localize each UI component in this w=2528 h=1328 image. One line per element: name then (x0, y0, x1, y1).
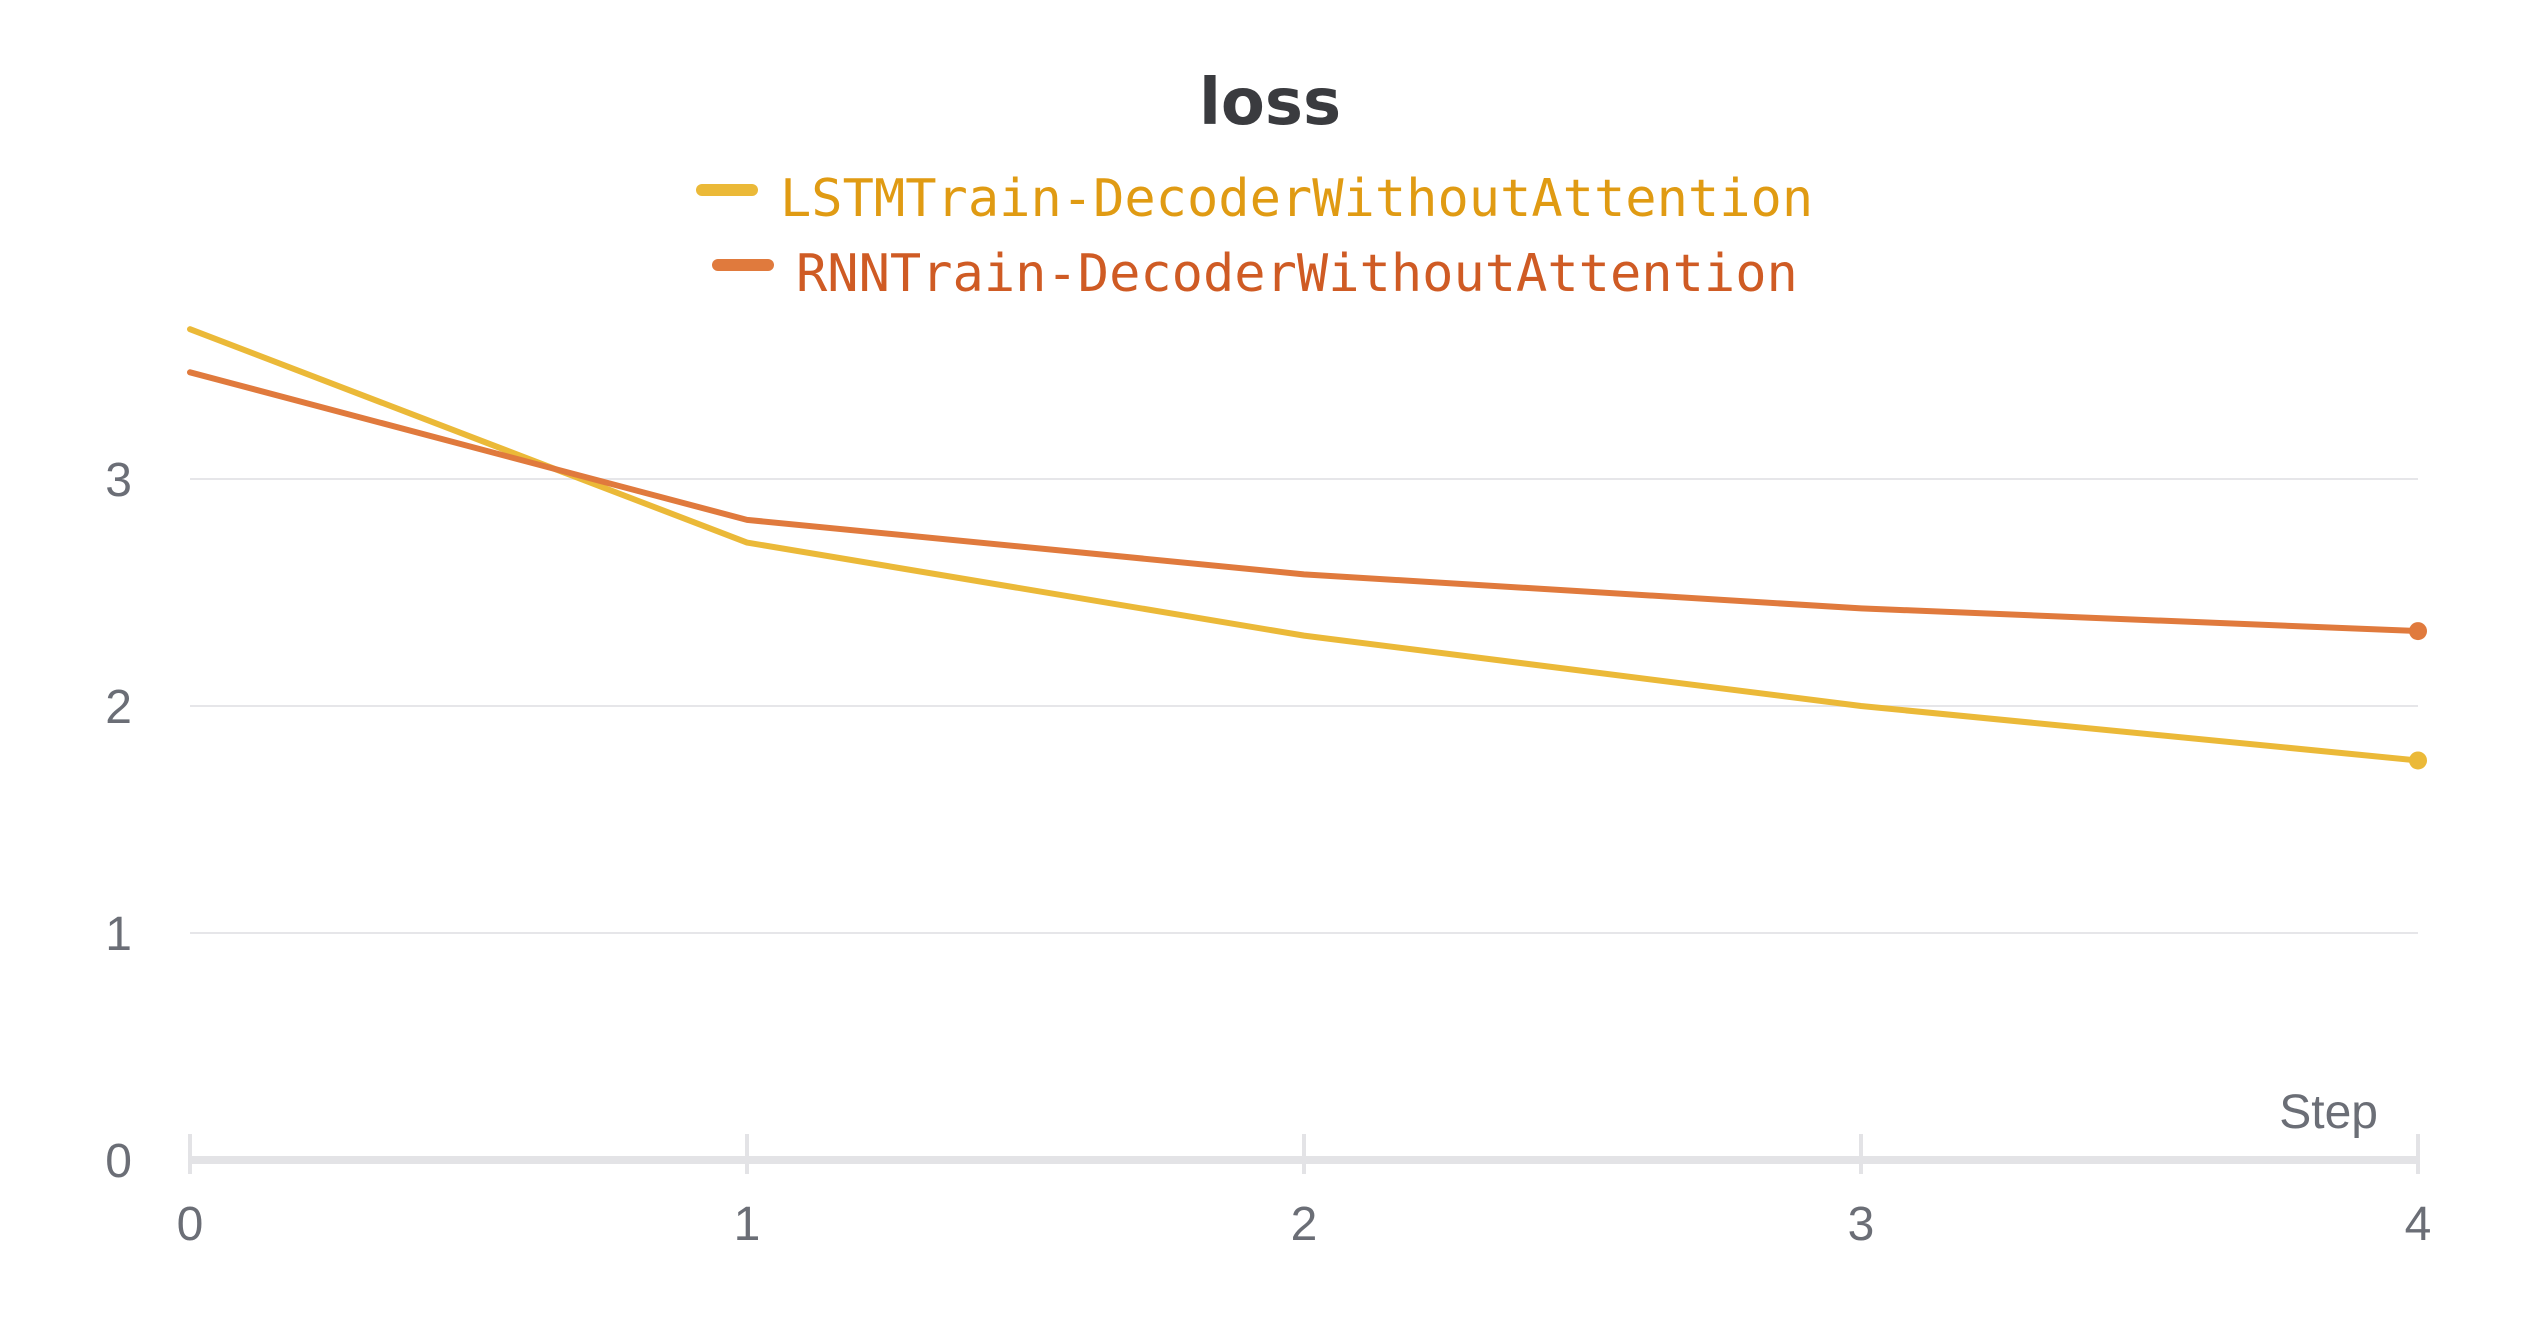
legend-label-lstm: LSTMTrain-DecoderWithoutAttention (780, 169, 1813, 229)
x-tick-label-1: 1 (734, 1198, 761, 1251)
x-tick-label-3: 3 (1848, 1198, 1875, 1251)
y-tick-label-1: 1 (105, 908, 132, 961)
series-line-0[interactable] (187, 326, 2421, 764)
x-tick-label-0: 0 (177, 1198, 204, 1251)
series-group (187, 326, 2427, 770)
series-line-1[interactable] (187, 369, 2421, 635)
y-tick-label-3: 3 (105, 454, 132, 507)
chart-title: loss (1199, 66, 1341, 140)
x-tick-label-2: 2 (1291, 1198, 1318, 1251)
legend-item-lstm[interactable]: LSTMTrain-DecoderWithoutAttention (696, 169, 1813, 229)
grid (190, 478, 2418, 934)
legend-label-rnn: RNNTrain-DecoderWithoutAttention (796, 244, 1798, 304)
series-end-point-1[interactable] (2409, 622, 2427, 641)
x-axis-title: Step (2279, 1086, 2378, 1139)
x-axis (188, 1134, 2420, 1174)
x-tick-label-4: 4 (2405, 1198, 2432, 1251)
legend: LSTMTrain-DecoderWithoutAttention RNNTra… (696, 169, 1813, 304)
legend-item-rnn[interactable]: RNNTrain-DecoderWithoutAttention (712, 244, 1798, 304)
y-axis: 0 1 2 3 (105, 454, 132, 1188)
y-tick-label-0: 0 (105, 1135, 132, 1188)
x-tick-labels: 0 1 2 3 4 (177, 1198, 2432, 1251)
series-end-point-0[interactable] (2409, 751, 2427, 770)
y-tick-label-2: 2 (105, 681, 132, 734)
